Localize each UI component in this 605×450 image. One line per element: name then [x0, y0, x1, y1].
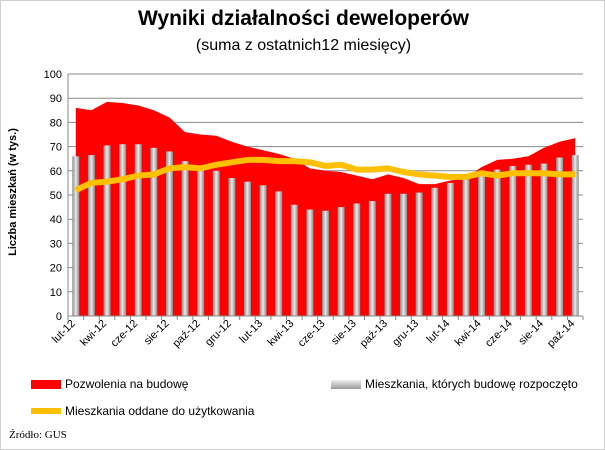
x-tick-label: sie-14 — [516, 318, 546, 348]
chart-subtitle: (suma z ostatnich12 miesięcy) — [195, 37, 412, 54]
bar-rozpoczete — [119, 144, 127, 316]
bar-rozpoczete — [103, 145, 111, 316]
bar-rozpoczete — [322, 210, 329, 316]
x-tick-label: lut-13 — [237, 318, 265, 346]
y-tick-label: 90 — [50, 93, 62, 105]
chart-title: Wyniki działalności deweloperów — [137, 7, 470, 30]
bar-rozpoczete — [556, 157, 564, 316]
x-tick-label: gru-13 — [390, 318, 421, 349]
legend-item-area: Pozwolenia na budowę — [31, 377, 188, 391]
bar-rozpoczete — [72, 156, 80, 316]
legend-label: Mieszkania, których budowę rozpoczęto — [365, 377, 578, 391]
bar-rozpoczete — [228, 178, 236, 316]
bar-rozpoczete — [478, 173, 486, 316]
x-tick-label: kwi-12 — [78, 318, 109, 349]
bar-rozpoczete — [87, 155, 95, 316]
x-tick-label: kwi-13 — [265, 318, 296, 349]
bar-rozpoczete — [446, 182, 454, 316]
bar-rozpoczete — [337, 207, 345, 316]
line-oddane — [74, 156, 576, 193]
x-tick-label: cze-14 — [483, 318, 515, 350]
bar-rozpoczete — [165, 151, 173, 316]
x-tick-label: paź-14 — [545, 318, 577, 350]
bar-rozpoczete — [306, 209, 314, 316]
y-tick-label: 20 — [50, 263, 62, 275]
bar-rozpoczete — [150, 147, 158, 316]
x-tick-label: cze-13 — [296, 318, 328, 350]
legend-label: Mieszkania oddane do użytkowania — [65, 404, 255, 418]
bar-rozpoczete — [431, 187, 439, 316]
y-tick-label: 30 — [50, 238, 62, 250]
x-tick-label: gru-12 — [203, 318, 234, 349]
y-tick-label: 50 — [50, 190, 62, 202]
x-tick-label: lut-12 — [50, 318, 78, 346]
legend-swatch — [31, 408, 61, 414]
bar-rozpoczete — [290, 204, 298, 316]
bar-rozpoczete — [571, 155, 579, 316]
y-tick-label: 10 — [50, 287, 62, 299]
y-tick-label: 0 — [56, 311, 62, 323]
bar-rozpoczete — [524, 164, 532, 316]
bar-rozpoczete — [540, 163, 548, 316]
legend-label: Pozwolenia na budowę — [65, 377, 189, 391]
bar-rozpoczete — [462, 176, 470, 316]
bar-rozpoczete — [134, 144, 142, 316]
source-note: Źródło: GUS — [9, 429, 67, 441]
y-tick-label: 80 — [50, 117, 62, 129]
bar-rozpoczete — [415, 192, 423, 316]
x-tick-label: paź-13 — [358, 318, 390, 350]
y-tick-label: 60 — [50, 166, 62, 178]
bar-rozpoczete — [259, 185, 267, 316]
bar-rozpoczete — [509, 165, 517, 316]
bar-rozpoczete — [275, 191, 283, 316]
bar-rozpoczete — [368, 201, 376, 316]
legend-item-line: Mieszkania oddane do użytkowania — [31, 404, 254, 418]
legend-item-bars: Mieszkania, których budowę rozpoczęto — [331, 377, 578, 391]
bar-rozpoczete — [181, 161, 189, 316]
y-tick-label: 40 — [50, 214, 62, 226]
bar-rozpoczete — [243, 181, 251, 316]
bar-rozpoczete — [384, 193, 392, 316]
y-tick-label: 70 — [50, 142, 62, 154]
x-tick-label: sie-13 — [329, 318, 359, 348]
x-tick-label: cze-12 — [109, 318, 141, 350]
bar-rozpoczete — [212, 170, 220, 316]
bar-rozpoczete — [353, 203, 361, 316]
legend-swatch — [331, 379, 361, 389]
legend-swatch — [31, 379, 61, 389]
bar-rozpoczete — [197, 169, 205, 316]
x-tick-label: sie-12 — [142, 318, 172, 348]
x-tick-label: kwi-14 — [453, 318, 484, 349]
x-tick-label: paź-12 — [171, 318, 203, 350]
y-tick-label: 100 — [44, 69, 62, 81]
bar-rozpoczete — [400, 193, 408, 316]
x-tick-label: lut-14 — [425, 318, 453, 346]
bar-rozpoczete — [493, 169, 501, 316]
